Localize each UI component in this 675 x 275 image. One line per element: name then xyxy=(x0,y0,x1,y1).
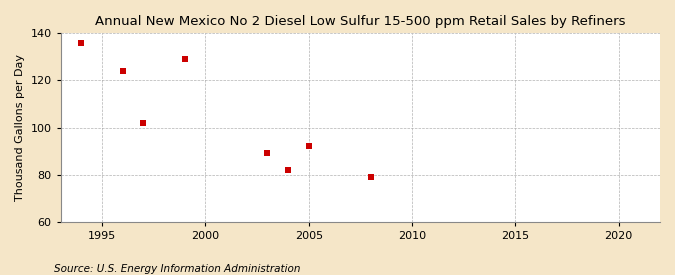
Point xyxy=(117,69,128,73)
Point xyxy=(138,121,148,125)
Point xyxy=(303,144,314,148)
Point xyxy=(180,57,190,61)
Text: Source: U.S. Energy Information Administration: Source: U.S. Energy Information Administ… xyxy=(54,264,300,274)
Point xyxy=(283,168,294,172)
Y-axis label: Thousand Gallons per Day: Thousand Gallons per Day xyxy=(15,54,25,201)
Point xyxy=(262,151,273,156)
Point xyxy=(365,175,376,179)
Title: Annual New Mexico No 2 Diesel Low Sulfur 15-500 ppm Retail Sales by Refiners: Annual New Mexico No 2 Diesel Low Sulfur… xyxy=(95,15,626,28)
Point xyxy=(76,40,87,45)
